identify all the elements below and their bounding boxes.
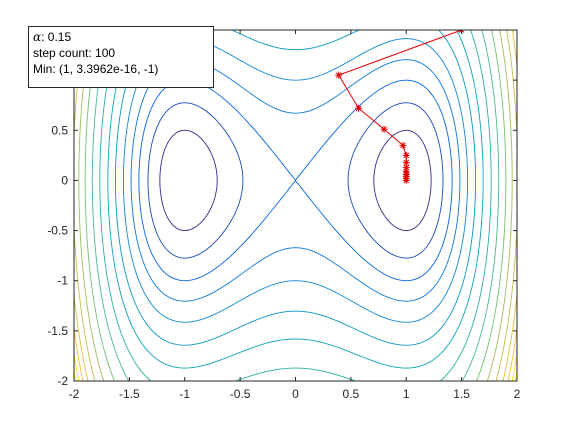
y-tick-label: -1.5 bbox=[47, 324, 68, 338]
contour-level-0 bbox=[159, 129, 432, 231]
alpha-symbol: α bbox=[33, 30, 42, 44]
x-tick-label: -2 bbox=[69, 387, 80, 401]
descent-point-4 bbox=[399, 141, 407, 149]
descent-point-7 bbox=[402, 163, 410, 171]
min-line: Min: (1, 3.3962e-16, -1) bbox=[33, 62, 159, 76]
contour-level-2 bbox=[138, 79, 453, 282]
descent-point-6 bbox=[402, 158, 410, 166]
descent-point-1 bbox=[335, 71, 343, 79]
descent-point-12 bbox=[402, 176, 410, 184]
info-annotation: α: 0.15 step count: 100 Min: (1, 3.3962e… bbox=[28, 26, 214, 88]
y-tick-label: -1 bbox=[57, 274, 68, 288]
descent-path bbox=[335, 30, 466, 184]
step-count-line: step count: 100 bbox=[33, 46, 116, 60]
x-tick-label: 0 bbox=[292, 387, 299, 401]
alpha-value: : 0.15 bbox=[41, 30, 72, 44]
contour-level-1 bbox=[147, 102, 444, 259]
x-tick-label: 2 bbox=[514, 387, 521, 401]
descent-point-5 bbox=[402, 151, 410, 159]
y-tick-label: -2 bbox=[57, 374, 68, 388]
contour-level-10 bbox=[78, 30, 513, 381]
x-tick-label: 1 bbox=[403, 387, 410, 401]
y-tick-label: 0 bbox=[61, 173, 68, 187]
y-tick-label: 0.5 bbox=[51, 123, 68, 137]
descent-point-2 bbox=[355, 104, 363, 112]
contour-level-4 bbox=[122, 38, 469, 323]
x-tick-label: -1.5 bbox=[119, 387, 140, 401]
x-tick-label: -0.5 bbox=[230, 387, 251, 401]
x-tick-label: -1 bbox=[179, 387, 190, 401]
x-tick-label: 1.5 bbox=[453, 387, 470, 401]
y-tick-label: -0.5 bbox=[47, 224, 68, 238]
alpha-line: α: 0.15 bbox=[33, 29, 209, 45]
contour-level-9 bbox=[84, 30, 507, 381]
x-tick-label: 0.5 bbox=[343, 387, 360, 401]
descent-point-3 bbox=[380, 125, 388, 133]
